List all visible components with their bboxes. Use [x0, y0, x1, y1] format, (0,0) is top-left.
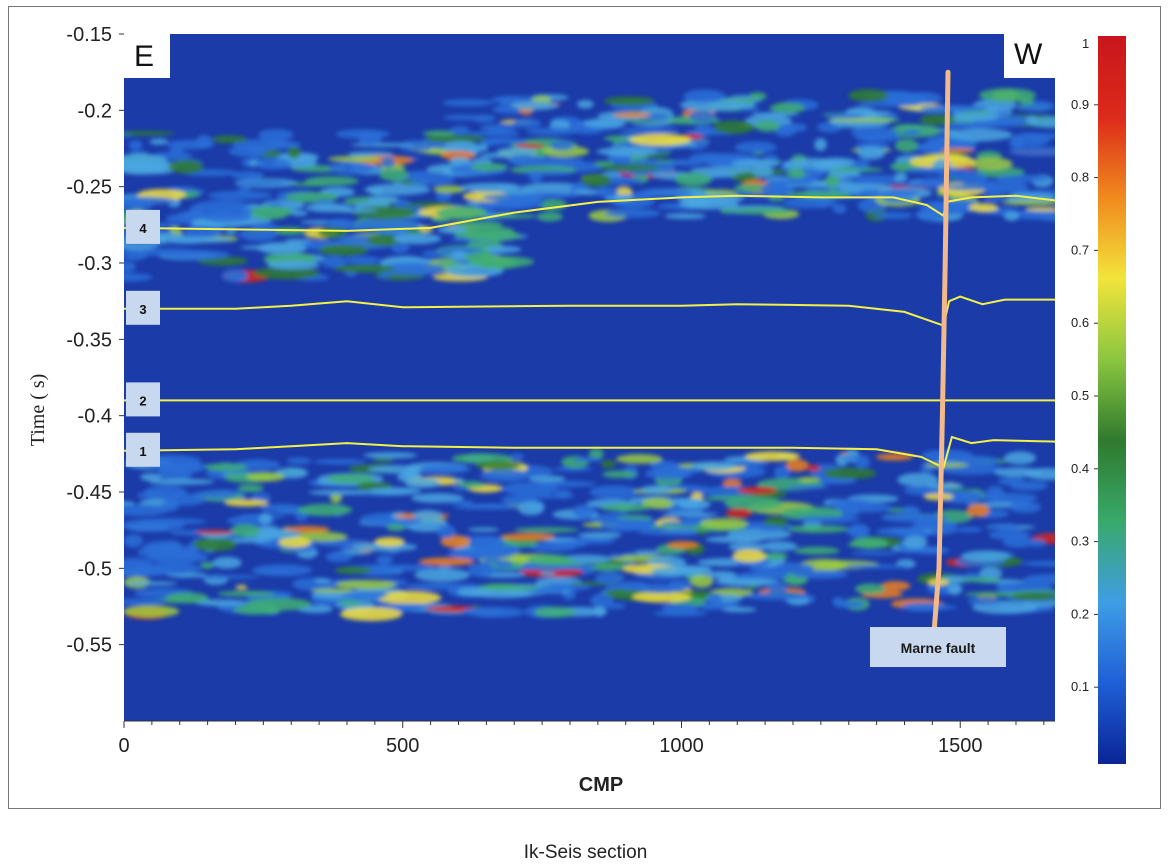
x-tick-label: 1000: [659, 735, 704, 757]
horizon-2-label: 2: [139, 393, 146, 408]
corner-label-e-box: [124, 34, 170, 78]
x-tick-label: 1500: [938, 735, 983, 757]
x-tick-label: 0: [118, 735, 129, 757]
horizon-3-line: [124, 295, 1055, 327]
horizon-labels: 4 3 2 1: [126, 209, 160, 467]
horizon-3-label-box: [126, 290, 160, 325]
colorbar-tick-label: 0.2: [1071, 606, 1089, 621]
horizon-1-line: [123, 435, 1056, 470]
x-axis-label: CMP: [579, 774, 623, 796]
figure-caption: Ik-Seis section: [523, 842, 648, 863]
horizon-4-line: [123, 194, 1056, 232]
y-axis-label: Time ( s): [27, 374, 49, 447]
y-axis: -0.15 -0.2 -0.25 -0.3 -0.35 -0.4 -0.45 -0.5 -0.5…: [66, 24, 124, 657]
horizon-1-label: 1: [139, 444, 146, 459]
horizon-2-label-box: [126, 382, 160, 417]
corner-label-e: E: [134, 40, 154, 73]
y-tick-label: -0.4: [78, 406, 112, 428]
y-tick-label: -0.2: [78, 100, 112, 122]
corner-label-w: W: [1014, 38, 1043, 71]
y-tick-label: -0.15: [66, 24, 112, 46]
colorbar-tick-label: 0.5: [1071, 388, 1089, 403]
colorbar-tick-label: 0.7: [1071, 242, 1089, 257]
horizon-4-label-box: [126, 209, 160, 244]
fault-label-box: [870, 627, 1006, 667]
fault-label: Marne fault: [901, 640, 976, 656]
x-tick-label: 500: [386, 735, 419, 757]
horizon-4-label: 4: [139, 221, 147, 236]
y-tick-label: -0.5: [78, 558, 112, 580]
horizon-3-label: 3: [139, 302, 146, 317]
colorbar-tick-label: 0.8: [1071, 170, 1089, 185]
colorbar-tick-label: 0.9: [1071, 97, 1089, 112]
colorbar-tick-label: 0.1: [1071, 679, 1089, 694]
horizon-1-label-box: [126, 432, 160, 467]
horizons-layer: [123, 194, 1056, 470]
colorbar-tick-label: 0.4: [1071, 461, 1089, 476]
y-tick-label: -0.25: [66, 177, 112, 199]
y-tick-label: -0.45: [66, 482, 112, 504]
x-axis: 0 500 1000 1500: [118, 720, 1055, 757]
marne-fault-line: [931, 69, 951, 635]
plot-area: [124, 34, 1055, 721]
amplitude-texture: [124, 88, 1055, 622]
fault-layer: [931, 69, 951, 635]
y-tick-label: -0.55: [66, 635, 112, 657]
colorbar-ticks: 1 0.9 0.8 0.7 0.6 0.5 0.4 0.3 0.2 0.1: [1071, 36, 1098, 694]
colorbar-tick-label: 1: [1082, 36, 1089, 51]
corner-label-w-box: [1004, 34, 1056, 78]
y-tick-label: -0.35: [66, 329, 112, 351]
y-tick-label: -0.3: [78, 253, 112, 275]
colorbar-tick-label: 0.6: [1071, 315, 1089, 330]
colorbar-tick-label: 0.3: [1071, 534, 1089, 549]
colorbar: [1098, 36, 1126, 764]
